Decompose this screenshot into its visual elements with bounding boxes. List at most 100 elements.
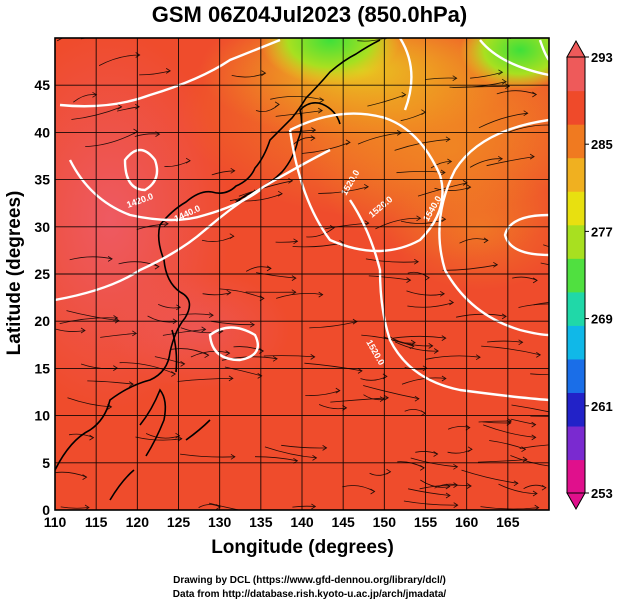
x-tick-label: 145 [331,514,355,530]
streamline-arrow [416,215,422,222]
streamline-arrow [518,339,524,346]
x-axis: 110 115 120 125 130 135 140 145 150 155 160 165 [44,514,520,530]
streamline-arrow [452,75,458,82]
streamline-arrow [163,220,169,227]
streamline [85,131,138,147]
streamline [430,161,452,169]
streamline-arrow [424,274,430,281]
streamline-arrow [201,326,207,333]
streamline-arrow [532,91,538,98]
streamline [447,426,470,430]
y-tick-label: 10 [34,408,50,424]
colorbar-segment [567,224,585,259]
streamline-arrow [493,261,499,268]
colorbar-label: 285 [591,137,613,152]
streamline-arrow [311,503,317,510]
colorbar-segment [567,392,585,427]
credit-drawing: Drawing by DCL (https://www.gfd-dennou.o… [173,575,446,586]
streamline-arrow [291,275,297,281]
streamline-arrow [342,405,348,411]
streamline-arrow [176,304,182,311]
streamline [480,506,539,510]
streamline [368,275,411,281]
streamline-arrow [419,465,425,471]
streamline-arrow [272,355,278,362]
streamline [245,266,272,272]
streamline-arrow [439,290,445,297]
streamline-arrow [89,434,95,441]
streamline [483,424,536,438]
streamline-arrow [177,435,183,442]
streamline-arrow [441,375,447,382]
streamline-arrow [175,432,181,439]
streamline [59,317,118,324]
streamline [410,457,458,468]
streamline [400,218,446,224]
streamline [388,335,416,344]
streamline-arrow [363,183,369,190]
streamline [211,320,255,326]
y-axis-label: Latitude (degrees) [4,190,25,356]
streamline [518,303,549,308]
streamline [68,433,94,438]
colorbar-segment [567,124,585,159]
streamline-arrow [413,258,419,265]
streamline [177,378,233,382]
streamline-arrow [559,303,563,308]
x-tick-label: 140 [290,514,314,530]
streamline [510,418,536,425]
streamline [367,94,406,107]
streamline-arrow [501,78,507,85]
colorbar-label: 253 [591,486,613,501]
streamline [202,292,231,296]
streamline [219,288,265,299]
y-tick-label: 35 [34,172,50,188]
streamline [425,355,481,360]
streamline-arrow [466,483,472,489]
streamline [487,340,523,343]
y-tick-label: 30 [34,219,50,235]
colorbar-segment [567,90,585,125]
streamline-arrow [229,233,235,240]
streamline [134,133,160,137]
temperature-field [55,38,549,510]
streamline [139,70,171,76]
streamline [275,240,298,243]
streamline-arrow [249,321,255,328]
streamline [459,238,489,244]
streamline-arrow [311,127,317,133]
streamline [469,158,503,168]
streamline-arrow [453,463,459,470]
streamline [511,404,549,413]
colorbar: 293 285 277 269 261 253 [566,39,613,511]
streamline [162,329,206,336]
streamline [305,390,340,396]
streamline-arrow [261,70,267,76]
y-tick-label: 25 [34,266,50,282]
streamline [309,321,357,329]
streamline-arrow [329,224,335,231]
y-tick-label: 40 [34,124,50,140]
y-tick-label: 20 [34,313,50,329]
streamline-arrow [228,375,234,382]
height-contours [55,38,549,402]
streamline-arrow [130,19,134,24]
streamline [69,256,113,261]
streamline-arrow [107,256,113,262]
streamline-arrow [204,352,210,359]
streamline [508,124,549,133]
streamline-arrow [445,136,451,143]
streamline-arrow [501,313,507,320]
streamline-arrow [225,350,231,356]
x-tick-label: 115 [85,514,108,530]
streamline [55,328,86,332]
x-tick-label: 155 [414,514,438,530]
streamline [56,38,64,42]
streamline-arrow [433,451,439,457]
streamline-arrow [414,395,420,402]
streamline-arrow [523,110,529,117]
streamline [486,156,535,167]
streamline-arrow [401,91,407,98]
streamline-arrow [396,130,402,136]
x-tick-label: 130 [208,514,232,530]
